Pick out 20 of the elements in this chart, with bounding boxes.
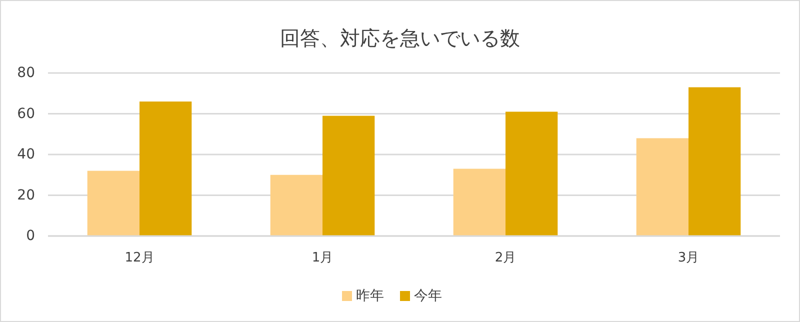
x-tick-label: 2月: [494, 250, 516, 266]
bar: [453, 168, 506, 236]
y-tick-label: 60: [17, 106, 35, 122]
legend-label: 昨年: [356, 288, 384, 304]
bar: [636, 138, 688, 236]
y-tick-label: 0: [26, 228, 35, 244]
x-tick-label: 3月: [678, 250, 700, 266]
x-tick-label: 12月: [124, 250, 154, 266]
bar: [87, 170, 140, 236]
bar: [270, 174, 322, 236]
y-tick-label: 20: [17, 187, 35, 204]
x-tick-label: 1月: [312, 250, 334, 266]
bar: [140, 102, 192, 236]
bar: [322, 116, 375, 236]
bar: [506, 112, 558, 236]
y-tick-label: 40: [17, 146, 35, 162]
chart-title: 回答、対応を急いでいる数: [280, 26, 520, 50]
bar: [688, 87, 741, 236]
legend-label: 今年: [414, 288, 442, 304]
y-tick-label: 80: [17, 65, 35, 81]
